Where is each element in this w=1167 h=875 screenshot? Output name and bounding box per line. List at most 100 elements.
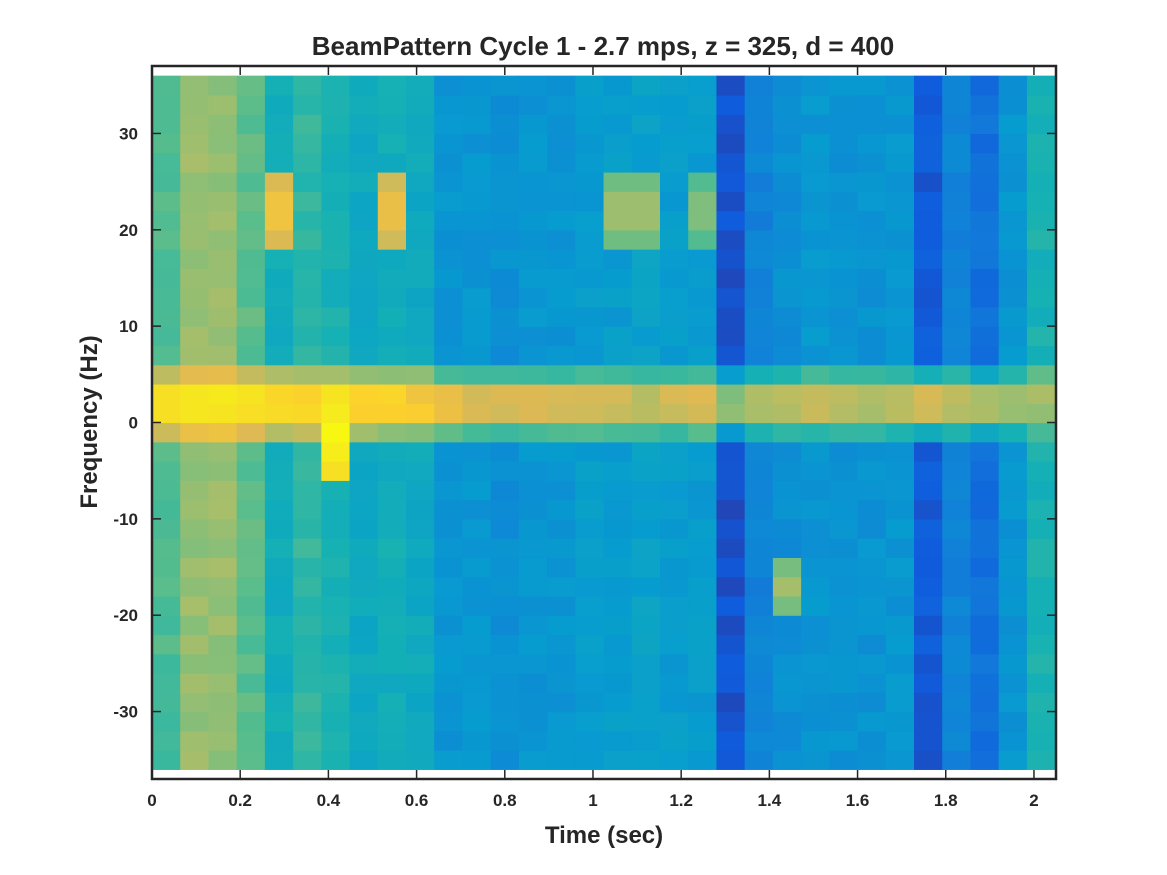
heatmap-cell <box>575 114 605 135</box>
heatmap-cell <box>942 152 972 173</box>
heatmap-cell <box>180 538 210 558</box>
heatmap-cell <box>885 133 915 154</box>
heatmap-cell <box>688 653 718 674</box>
heatmap-cell <box>829 518 859 539</box>
heatmap-cell <box>180 422 210 443</box>
heatmap-cell <box>293 595 322 616</box>
heatmap-cell <box>180 673 210 693</box>
heatmap-cell <box>208 730 238 751</box>
heatmap-cell <box>547 653 576 674</box>
heatmap-cell <box>631 306 661 327</box>
heatmap-cell <box>744 364 774 385</box>
heatmap-cell <box>547 306 576 327</box>
heatmap-cell <box>208 576 238 597</box>
heatmap-cell <box>970 383 1000 404</box>
heatmap-cell <box>152 653 181 674</box>
heatmap-cell <box>575 268 605 289</box>
heatmap-cell <box>631 268 661 289</box>
heatmap-cell <box>264 653 294 674</box>
heatmap-cell <box>942 249 972 269</box>
heatmap-cell <box>264 499 294 520</box>
heatmap-cell <box>236 422 266 443</box>
heatmap-cell <box>264 75 294 96</box>
y-tick-label: 20 <box>119 221 138 240</box>
heatmap-cell <box>208 191 238 212</box>
heatmap-cell <box>829 345 859 366</box>
heatmap-cell <box>885 538 915 558</box>
heatmap-cell <box>1026 229 1056 250</box>
heatmap-cell <box>518 249 548 269</box>
heatmap-cell <box>490 634 520 655</box>
heatmap-cell <box>349 595 379 616</box>
x-axis: 0 0.2 0.4 0.6 0.8 1 1.2 1.4 1.6 1.8 2 <box>147 66 1039 810</box>
heatmap-cell <box>970 152 1000 173</box>
heatmap-cell <box>942 364 972 385</box>
heatmap-cell <box>208 287 238 308</box>
heatmap-cell <box>434 538 464 558</box>
heatmap-cell <box>1026 326 1056 347</box>
heatmap-cell <box>829 306 859 327</box>
heatmap-cell <box>998 461 1028 481</box>
heatmap-cell <box>914 615 943 636</box>
heatmap-cell <box>631 557 661 578</box>
heatmap-cell <box>716 480 746 501</box>
heatmap-cell <box>236 383 266 404</box>
heatmap-cell <box>772 114 802 135</box>
heatmap-cell <box>236 287 266 308</box>
heatmap-cell <box>801 711 830 732</box>
heatmap-cell <box>970 711 1000 732</box>
heatmap-cell <box>575 326 605 347</box>
heatmap-cell <box>547 249 576 269</box>
heatmap-cell <box>575 171 605 192</box>
heatmap-cell <box>660 287 689 308</box>
heatmap-cell <box>180 287 210 308</box>
heatmap-cell <box>857 711 887 732</box>
heatmap-cell <box>321 634 351 655</box>
heatmap-cell <box>180 499 210 520</box>
heatmap-cell <box>914 403 943 424</box>
heatmap-cell <box>914 229 943 250</box>
heatmap-cell <box>998 345 1028 366</box>
heatmap-cell <box>744 634 774 655</box>
heatmap-cell <box>462 750 492 770</box>
heatmap-cell <box>236 576 266 597</box>
heatmap-cell <box>688 191 718 212</box>
heatmap-cell <box>490 615 520 636</box>
heatmap-cell <box>829 268 859 289</box>
heatmap-cell <box>829 326 859 347</box>
heatmap-cell <box>1026 133 1056 154</box>
heatmap-cell <box>603 653 633 674</box>
x-axis-label: Time (sec) <box>545 822 663 849</box>
heatmap-cell <box>970 364 1000 385</box>
heatmap-cell <box>547 538 576 558</box>
heatmap-cell <box>885 653 915 674</box>
heatmap-cell <box>462 480 492 501</box>
heatmap-cell <box>490 711 520 732</box>
heatmap-cell <box>942 692 972 713</box>
heatmap-cell <box>631 229 661 250</box>
heatmap-cell <box>857 441 887 462</box>
heatmap-cell <box>180 152 210 173</box>
heatmap-cell <box>321 249 351 269</box>
heatmap-cell <box>406 306 435 327</box>
heatmap-cell <box>349 461 379 481</box>
heatmap-cell <box>744 345 774 366</box>
heatmap-cell <box>716 441 746 462</box>
heatmap-cell <box>631 750 661 770</box>
heatmap-cell <box>264 403 294 424</box>
heatmap-cell <box>603 383 633 404</box>
heatmap-cell <box>744 711 774 732</box>
heatmap-cell <box>660 171 689 192</box>
heatmap-cell <box>885 152 915 173</box>
heatmap-cell <box>998 518 1028 539</box>
heatmap-cell <box>152 383 181 404</box>
heatmap-cell <box>772 711 802 732</box>
heatmap-cell <box>857 422 887 443</box>
heatmap-cell <box>180 557 210 578</box>
heatmap-cell <box>829 364 859 385</box>
heatmap-cell <box>377 557 407 578</box>
heatmap-cell <box>744 499 774 520</box>
heatmap-cell <box>321 692 351 713</box>
heatmap-cell <box>208 441 238 462</box>
heatmap-cell <box>688 750 718 770</box>
